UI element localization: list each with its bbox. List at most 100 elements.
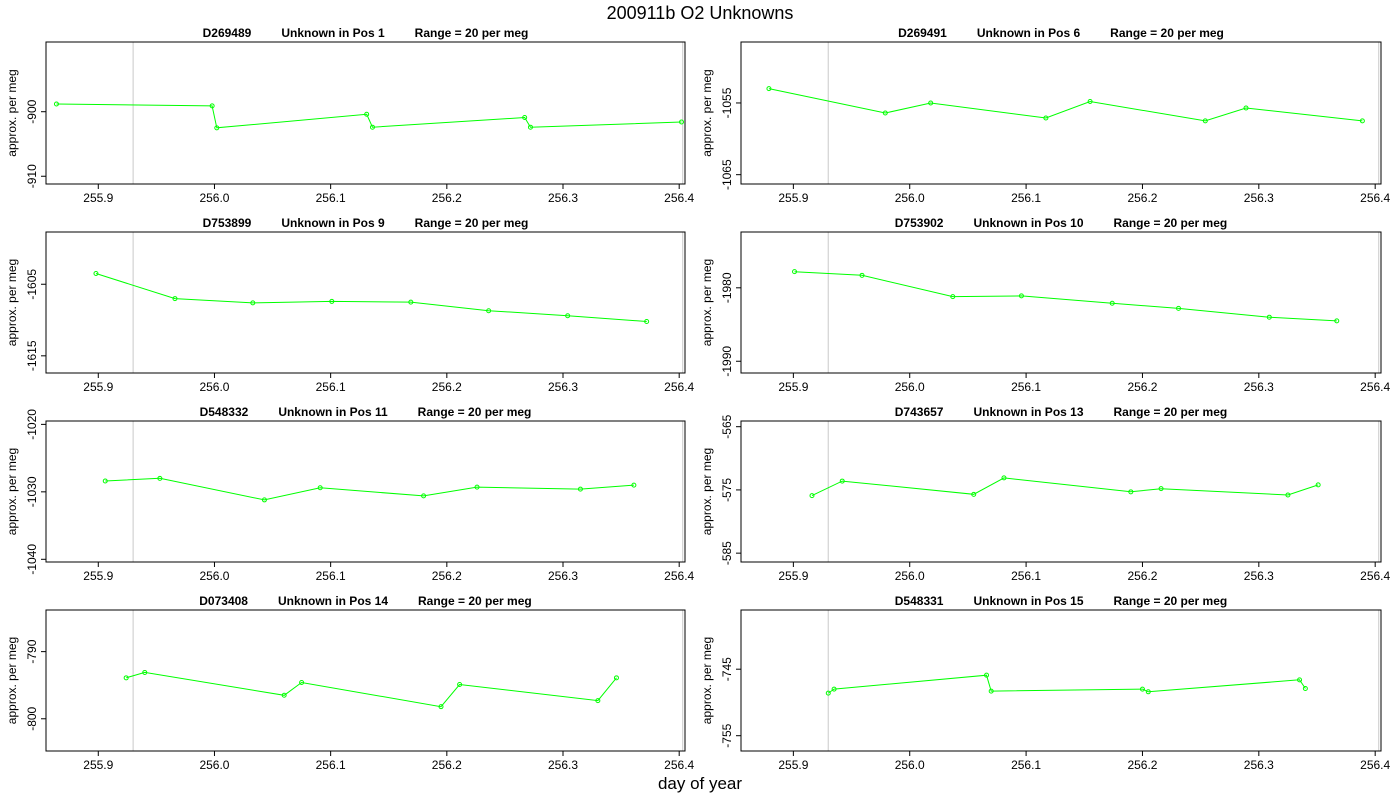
- x-tick-label: 256.2: [1127, 758, 1157, 772]
- x-tick-label: 256.0: [895, 191, 925, 205]
- x-tick-label: 256.1: [316, 758, 346, 772]
- x-tick-label: 256.3: [1244, 380, 1274, 394]
- x-tick-label: 256.1: [316, 380, 346, 394]
- x-tick-label: 256.3: [1244, 191, 1274, 205]
- x-tick-label: 255.9: [83, 569, 113, 583]
- x-tick-label: 256.3: [548, 758, 578, 772]
- y-tick-label: -800: [25, 706, 39, 730]
- data-point: [1001, 475, 1007, 481]
- data-point: [1018, 293, 1024, 299]
- panel-title-part: D753902: [895, 216, 944, 230]
- data-point: [950, 294, 956, 300]
- data-point: [1158, 486, 1164, 492]
- data-point: [1202, 118, 1208, 124]
- y-tick-label: -1020: [25, 409, 39, 440]
- data-point: [408, 299, 414, 305]
- data-point: [93, 271, 99, 277]
- y-tick-label: -1980: [720, 272, 734, 303]
- panel-title-part: Unknown in Pos 13: [973, 405, 1083, 419]
- x-tick-label: 256.2: [1127, 191, 1157, 205]
- data-point: [1145, 689, 1151, 695]
- x-tick-label: 256.2: [1127, 380, 1157, 394]
- data-point: [1315, 482, 1321, 488]
- panel-title-part: Unknown in Pos 9: [281, 216, 385, 230]
- x-tick-label: 256.1: [316, 191, 346, 205]
- plot-frame: [45, 609, 686, 752]
- figure-title: 200911b O2 Unknowns: [606, 3, 794, 23]
- y-tick-label: -755: [720, 723, 734, 747]
- x-tick-label: 255.9: [778, 569, 808, 583]
- y-axis-label: approx. per meg: [5, 637, 19, 724]
- chart-panel-6: D743657 Unknown in Pos 13 Range = 20 per m…: [700, 405, 1391, 583]
- data-point: [1285, 492, 1291, 498]
- y-tick-label: -910: [25, 164, 39, 188]
- x-tick-label: 256.0: [199, 758, 229, 772]
- y-axis-label: approx. per meg: [5, 448, 19, 535]
- plot-frame: [45, 231, 686, 374]
- panel-title: D743657 Unknown in Pos 13 Range = 20 per m…: [895, 405, 1227, 419]
- data-point: [214, 125, 220, 131]
- x-tick-label: 256.4: [1360, 380, 1390, 394]
- data-point: [261, 497, 267, 503]
- data-point: [1243, 105, 1249, 111]
- data-point: [157, 475, 163, 481]
- data-point: [595, 698, 601, 704]
- plot-frame: [45, 41, 686, 185]
- x-tick-label: 256.4: [1360, 758, 1390, 772]
- series-line: [828, 674, 1306, 694]
- y-tick-label: -900: [25, 99, 39, 123]
- x-tick-label: 256.2: [1127, 569, 1157, 583]
- x-tick-label: 255.9: [83, 758, 113, 772]
- panel-title-part: D269489: [203, 26, 252, 40]
- data-point: [613, 675, 619, 681]
- x-tick-label: 256.2: [432, 569, 462, 583]
- x-tick-label: 256.3: [548, 191, 578, 205]
- data-point: [565, 313, 571, 319]
- data-point: [792, 269, 798, 275]
- y-axis-label: approx. per meg: [700, 448, 714, 535]
- chart-panel-3: D753899 Unknown in Pos 9 Range = 20 per me…: [5, 216, 695, 394]
- x-tick-label: 256.4: [1360, 569, 1390, 583]
- data-point: [831, 686, 837, 692]
- y-axis-label: approx. per meg: [700, 259, 714, 346]
- x-tick-label: 256.0: [895, 569, 925, 583]
- data-point: [1359, 118, 1365, 124]
- x-tick-label: 255.9: [778, 380, 808, 394]
- data-point: [438, 704, 444, 710]
- y-tick-label: -565: [720, 414, 734, 438]
- x-tick-label: 256.3: [548, 380, 578, 394]
- panel-title: D269489 Unknown in Pos 1 Range = 20 per me…: [203, 26, 529, 40]
- x-tick-label: 255.9: [778, 758, 808, 772]
- data-point: [1266, 314, 1272, 320]
- series-line: [56, 103, 682, 129]
- data-point: [1139, 686, 1145, 692]
- x-tick-label: 256.4: [664, 569, 694, 583]
- data-point: [825, 690, 831, 696]
- data-point: [971, 491, 977, 497]
- data-point: [882, 110, 888, 116]
- data-point: [766, 86, 772, 92]
- y-tick-label: -1990: [720, 346, 734, 377]
- x-tick-label: 256.4: [664, 191, 694, 205]
- data-point: [1302, 685, 1308, 691]
- panel-title-part: Unknown in Pos 15: [973, 594, 1083, 608]
- y-axis-label: approx. per meg: [5, 259, 19, 346]
- panel-title-part: D548331: [895, 594, 944, 608]
- panel-title: D753902 Unknown in Pos 10 Range = 20 per m…: [895, 216, 1227, 230]
- x-tick-label: 256.2: [432, 191, 462, 205]
- data-point: [281, 692, 287, 698]
- data-point: [53, 101, 59, 107]
- y-tick-label: -790: [25, 639, 39, 663]
- series-line: [811, 477, 1319, 497]
- y-tick-label: -1605: [25, 269, 39, 300]
- panel-title-part: D743657: [895, 405, 944, 419]
- x-tick-label: 256.4: [664, 380, 694, 394]
- data-point: [839, 478, 845, 484]
- y-axis-label: approx. per meg: [700, 637, 714, 724]
- x-axis-label: day of year: [657, 774, 743, 793]
- panel-title-part: Range = 20 per meg: [415, 216, 529, 230]
- panel-title-part: D548332: [200, 405, 249, 419]
- series-line: [126, 671, 617, 708]
- data-point: [1043, 115, 1049, 121]
